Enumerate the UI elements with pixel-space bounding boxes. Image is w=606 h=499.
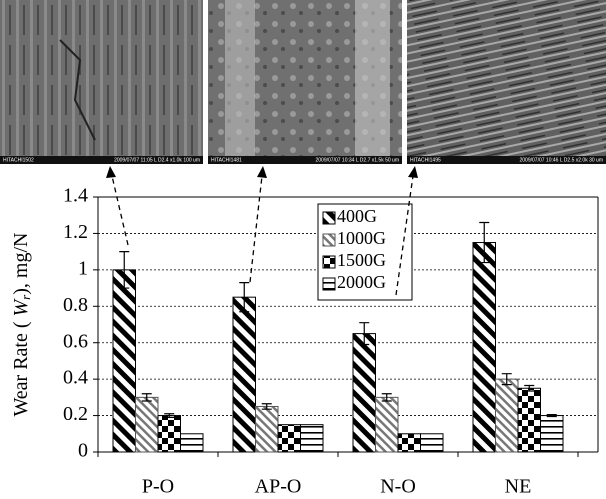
y-tick-label: 0.4 bbox=[63, 367, 88, 389]
y-tick-label: 0 bbox=[78, 440, 88, 462]
arrow bbox=[111, 175, 129, 246]
legend-label: 1000G bbox=[337, 228, 386, 248]
y-tick-label: 0.8 bbox=[63, 294, 88, 316]
error-bar bbox=[381, 393, 392, 402]
legend-swatch bbox=[322, 233, 336, 247]
y-label-part: ), mg/N bbox=[10, 233, 32, 295]
sem-image bbox=[0, 0, 203, 156]
image-caption: HITACHI1502 bbox=[3, 157, 34, 163]
crack bbox=[59, 39, 96, 141]
y-axis-label: Wear Rate ( Wr), mg/N bbox=[10, 233, 33, 417]
y-tick-label: 0.6 bbox=[63, 330, 88, 352]
error-bar bbox=[119, 251, 130, 289]
bar bbox=[135, 396, 159, 453]
bar bbox=[495, 378, 519, 453]
bar bbox=[157, 415, 181, 453]
x-tick-label: P-O bbox=[142, 476, 174, 498]
y-label-part: r bbox=[18, 294, 33, 300]
sem-image bbox=[407, 0, 606, 156]
bright-band bbox=[355, 0, 390, 156]
legend-swatch bbox=[322, 277, 336, 291]
error-bar bbox=[546, 414, 557, 418]
x-tick-label: AP-O bbox=[255, 476, 302, 498]
caption-bar bbox=[407, 156, 606, 164]
bar bbox=[232, 296, 256, 453]
image-caption: HITACHI1495 bbox=[410, 157, 441, 163]
legend-label: 1500G bbox=[337, 250, 386, 270]
plot: 0 0.2 0.4 0.6 0.8 1 1.2 1.4 Wear Rate ( Wr), mg/… bbox=[10, 185, 599, 498]
sem-images: HITACHI1502 2009/07/07 11:05 L D2.4 x1.0… bbox=[0, 0, 606, 164]
legend-label: 400G bbox=[337, 206, 377, 226]
arrow-head bbox=[106, 166, 116, 178]
caption-bar bbox=[208, 156, 402, 164]
arrow-heads bbox=[106, 166, 418, 178]
error-bar bbox=[479, 221, 490, 264]
bar bbox=[112, 269, 136, 453]
bar bbox=[397, 433, 421, 453]
bar bbox=[300, 424, 324, 453]
y-tick-label: 0.2 bbox=[63, 403, 88, 425]
arrow bbox=[395, 175, 414, 296]
arrow-head bbox=[408, 166, 418, 178]
caption-bar bbox=[0, 156, 203, 164]
image-caption: 2009/07/07 11:05 L D2.4 x1.0k 100 um bbox=[114, 157, 200, 163]
error-bar bbox=[164, 413, 175, 418]
y-tick-label: 1.4 bbox=[63, 185, 88, 207]
y-label-part: Wear Rate ( bbox=[10, 316, 32, 416]
bar bbox=[420, 433, 444, 453]
x-tick-label: NE bbox=[505, 476, 532, 498]
y-label-part: W bbox=[10, 297, 32, 316]
image-caption: 2009/07/07 10:34 L D2.7 x1.5k 50 um bbox=[316, 157, 400, 163]
bar bbox=[180, 433, 204, 453]
y-tick-label: 1.2 bbox=[63, 221, 88, 243]
legend-swatch bbox=[322, 255, 336, 269]
error-bar bbox=[501, 373, 512, 386]
bright-band bbox=[225, 0, 255, 156]
bar bbox=[472, 242, 496, 453]
image-caption: HITACHI1481 bbox=[211, 157, 242, 163]
bar bbox=[540, 415, 564, 453]
error-bar bbox=[239, 282, 250, 313]
bar bbox=[255, 405, 279, 453]
error-bar bbox=[261, 403, 272, 410]
bar bbox=[375, 396, 399, 453]
y-tick-label: 1 bbox=[78, 257, 88, 279]
x-tick-label: N-O bbox=[380, 476, 416, 498]
error-bar bbox=[359, 322, 370, 346]
bar bbox=[517, 387, 541, 453]
legend-swatch bbox=[322, 211, 336, 225]
arrow-head bbox=[257, 166, 267, 178]
arrow bbox=[249, 175, 263, 283]
bar bbox=[277, 424, 301, 453]
image-caption: 2009/07/07 10:46 L D2.5 x2.0k 30 um bbox=[520, 157, 604, 163]
legend-label: 2000G bbox=[337, 272, 386, 292]
arrows bbox=[111, 175, 414, 296]
error-bar bbox=[524, 384, 535, 392]
error-bar bbox=[141, 393, 152, 402]
bar bbox=[352, 333, 376, 453]
